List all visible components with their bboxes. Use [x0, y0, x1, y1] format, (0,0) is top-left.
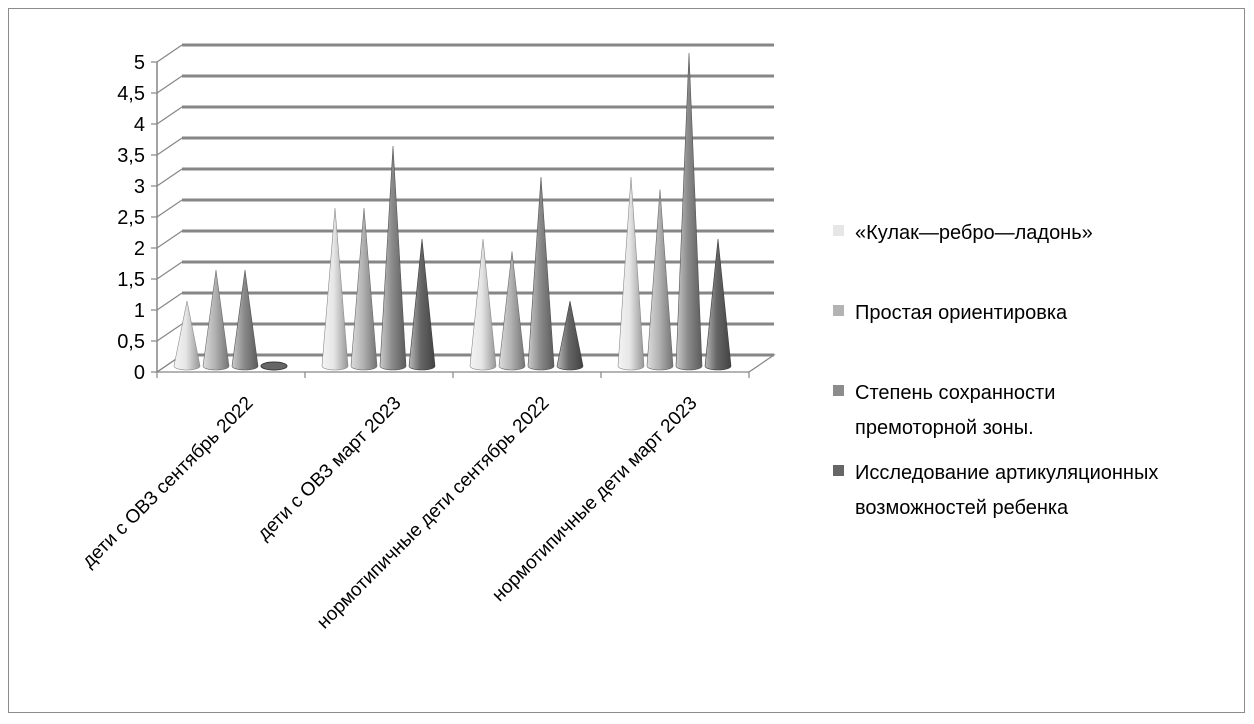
cone-mark [321, 207, 349, 371]
legend-item: Исследование артикуляционных возможностей… [833, 462, 1158, 519]
x-category-label: дети с ОВЗ сентябрь 2022 [78, 393, 257, 572]
y-tick-label: 5 [134, 52, 145, 74]
legend-label: «Кулак—ребро—ладонь» [855, 222, 1093, 244]
cone-mark [704, 238, 732, 371]
legend-label: Простая ориентировка [855, 302, 1068, 324]
cone-mark [408, 238, 436, 371]
legend-label: Исследование артикуляционных возможностей… [855, 462, 1158, 519]
legend-item: Степень сохранности премоторной зоны. [833, 382, 1055, 439]
gridline-side [156, 230, 183, 249]
floor [155, 354, 776, 373]
cone-mark [469, 238, 497, 371]
x-category-label: нормотипичные дети сентябрь 2022 [313, 393, 553, 633]
legend-swatch [833, 465, 844, 476]
y-tick-label: 1,5 [117, 269, 145, 291]
grid-layer [155, 43, 776, 373]
cone-mark [617, 176, 645, 371]
legend-item: Простая ориентировка [833, 302, 1068, 324]
cone-mark [231, 269, 259, 371]
legend-swatch [833, 225, 844, 236]
gridline-side [156, 292, 183, 311]
legend-swatch [833, 385, 844, 396]
cone-mark [260, 361, 288, 371]
legend: «Кулак—ребро—ладонь» Простая ориентировка… [833, 222, 1158, 519]
y-tick-label: 4,5 [117, 83, 145, 105]
gridline-side [156, 199, 183, 218]
cone-mark [350, 207, 378, 371]
gridline-side [156, 323, 183, 342]
y-tick-label: 4 [134, 114, 145, 136]
cone-mark [379, 145, 407, 371]
legend-item: «Кулак—ребро—ладонь» [833, 222, 1093, 244]
y-tick-label: 2 [134, 238, 145, 260]
cone-mark [498, 251, 526, 371]
y-tick-label: 2,5 [117, 207, 145, 229]
x-category-label: дети с ОВЗ март 2023 [254, 393, 406, 545]
cone-mark [173, 300, 201, 371]
gridline-side [156, 168, 183, 187]
cone-mark [556, 300, 584, 371]
y-tick-label: 1 [134, 300, 145, 322]
y-tick-label: 3 [134, 176, 145, 198]
cone-mark [646, 189, 674, 371]
legend-label: Степень сохранности премоторной зоны. [855, 382, 1055, 439]
cone-mark [527, 176, 555, 371]
cone-mark [675, 52, 703, 371]
cone-layer [173, 52, 732, 371]
y-tick-label: 0,5 [117, 331, 145, 353]
gridline-side [156, 106, 183, 125]
gridline-side [156, 75, 183, 94]
gridline-side [156, 44, 183, 63]
gridline-side [156, 261, 183, 280]
legend-swatch [833, 305, 844, 316]
y-tick-label: 0 [134, 362, 145, 384]
cone-mark [202, 269, 230, 371]
gridline-side [156, 137, 183, 156]
y-tick-label: 3,5 [117, 145, 145, 167]
